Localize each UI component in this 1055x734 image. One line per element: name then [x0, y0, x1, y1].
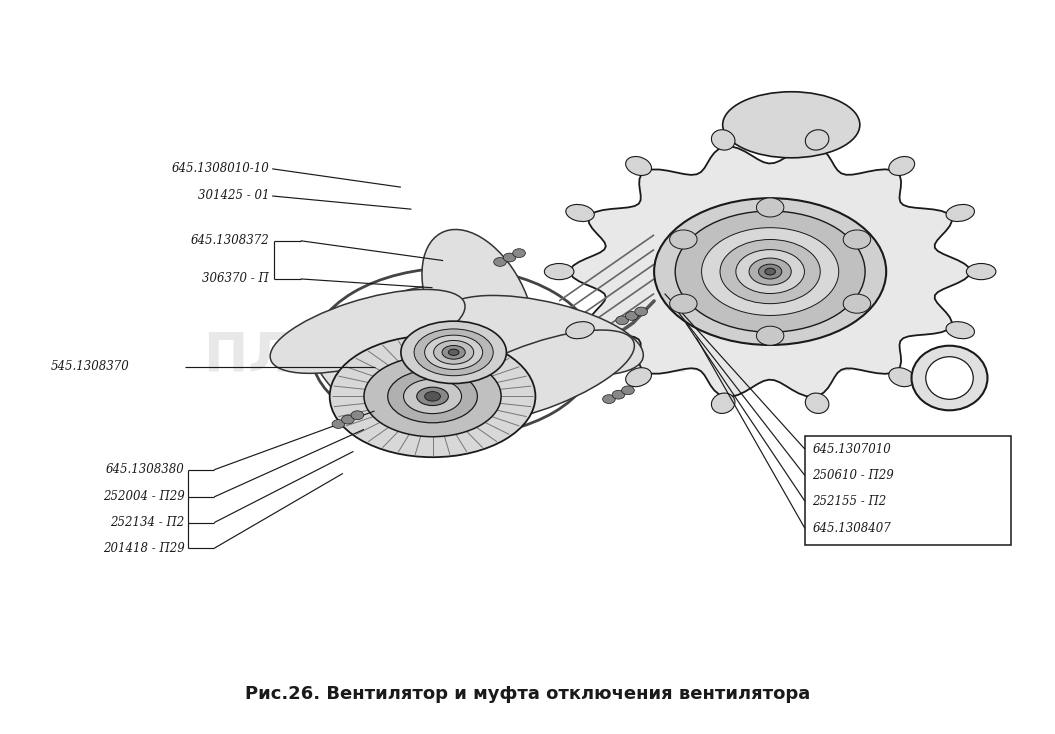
Ellipse shape — [805, 130, 829, 150]
Circle shape — [494, 258, 506, 266]
Ellipse shape — [442, 346, 465, 359]
Circle shape — [843, 294, 870, 313]
Circle shape — [351, 411, 364, 420]
Ellipse shape — [424, 392, 441, 401]
Ellipse shape — [565, 205, 594, 222]
Ellipse shape — [448, 349, 459, 355]
Ellipse shape — [654, 198, 886, 345]
Ellipse shape — [723, 92, 860, 158]
Circle shape — [332, 420, 345, 429]
Text: 301425 - 01: 301425 - 01 — [197, 189, 269, 203]
Ellipse shape — [424, 335, 482, 369]
Ellipse shape — [442, 296, 644, 375]
Ellipse shape — [417, 388, 448, 405]
Ellipse shape — [702, 228, 839, 316]
Ellipse shape — [403, 379, 461, 414]
Circle shape — [342, 415, 354, 424]
Ellipse shape — [926, 357, 974, 399]
Ellipse shape — [675, 211, 865, 332]
Text: 645.1307010: 645.1307010 — [812, 443, 891, 456]
Circle shape — [670, 294, 697, 313]
Ellipse shape — [736, 250, 805, 294]
Text: ПЛАНЕТА ЖЕЛЕЗЯКА: ПЛАНЕТА ЖЕЛЕЗЯКА — [204, 330, 851, 382]
Ellipse shape — [946, 321, 975, 338]
Bar — [805, 436, 1011, 545]
Circle shape — [626, 311, 638, 320]
Text: 252155 - П2: 252155 - П2 — [812, 495, 886, 508]
Text: 545.1308370: 545.1308370 — [51, 360, 130, 374]
Text: 250610 - П29: 250610 - П29 — [812, 469, 894, 482]
Ellipse shape — [388, 370, 477, 423]
Circle shape — [616, 316, 629, 324]
Ellipse shape — [438, 330, 634, 424]
Ellipse shape — [888, 156, 915, 175]
Ellipse shape — [270, 289, 465, 374]
Ellipse shape — [711, 130, 735, 150]
Ellipse shape — [565, 321, 594, 338]
Text: 645.1308372: 645.1308372 — [190, 234, 269, 247]
Polygon shape — [570, 146, 971, 397]
Ellipse shape — [720, 239, 821, 304]
Ellipse shape — [434, 341, 474, 364]
Ellipse shape — [966, 264, 996, 280]
Ellipse shape — [749, 258, 791, 285]
Text: 306370 - П: 306370 - П — [203, 272, 269, 286]
Ellipse shape — [626, 156, 652, 175]
Ellipse shape — [422, 230, 535, 379]
Ellipse shape — [414, 329, 493, 376]
Ellipse shape — [888, 368, 915, 387]
Circle shape — [756, 326, 784, 345]
Ellipse shape — [765, 268, 775, 275]
Text: 645.1308407: 645.1308407 — [812, 522, 891, 535]
Ellipse shape — [401, 321, 506, 383]
Circle shape — [670, 230, 697, 249]
Circle shape — [756, 198, 784, 217]
Ellipse shape — [626, 368, 652, 387]
Text: 252004 - П29: 252004 - П29 — [103, 490, 185, 504]
Ellipse shape — [544, 264, 574, 280]
Ellipse shape — [364, 356, 501, 437]
Circle shape — [602, 395, 615, 404]
Text: 201418 - П29: 201418 - П29 — [103, 542, 185, 555]
Circle shape — [621, 386, 634, 395]
Text: 645.1308010-10: 645.1308010-10 — [171, 162, 269, 175]
Circle shape — [503, 253, 516, 262]
Circle shape — [635, 307, 648, 316]
Text: 645.1308380: 645.1308380 — [106, 463, 185, 476]
Ellipse shape — [309, 325, 476, 456]
Ellipse shape — [711, 393, 735, 413]
Text: Рис.26. Вентилятор и муфта отключения вентилятора: Рис.26. Вентилятор и муфта отключения ве… — [245, 685, 810, 702]
Circle shape — [513, 249, 525, 258]
Ellipse shape — [759, 264, 782, 279]
Ellipse shape — [912, 346, 987, 410]
Circle shape — [843, 230, 870, 249]
Ellipse shape — [805, 393, 829, 413]
Ellipse shape — [329, 335, 535, 457]
Circle shape — [612, 390, 625, 399]
Ellipse shape — [946, 205, 975, 222]
Text: 252134 - П2: 252134 - П2 — [111, 516, 185, 529]
